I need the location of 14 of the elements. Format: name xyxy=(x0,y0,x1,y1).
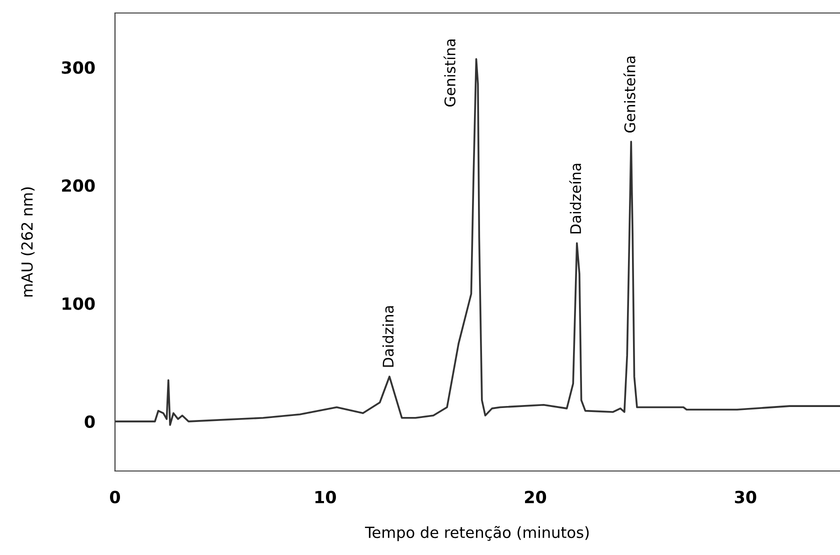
y-tick-label: 200 xyxy=(62,179,95,192)
y-tick-label: 100 xyxy=(62,297,95,310)
x-tick-label: 10 xyxy=(315,490,336,504)
y-tick-label: 0 xyxy=(84,415,95,428)
x-axis-title: Tempo de retenção (minutos) xyxy=(364,526,589,542)
annotation: Daidzeína xyxy=(569,164,582,234)
annotation: Genisteína xyxy=(623,56,636,133)
y-tick-label: 300 xyxy=(62,61,95,74)
y-axis-title: mAU (262 nm) xyxy=(20,187,35,297)
x-tick-label: 0 xyxy=(110,490,120,504)
annotation: Genistína xyxy=(444,40,456,106)
annotation: Daidzina xyxy=(382,306,394,367)
x-tick-label: 20 xyxy=(525,490,546,504)
x-tick-label: 30 xyxy=(734,490,756,504)
